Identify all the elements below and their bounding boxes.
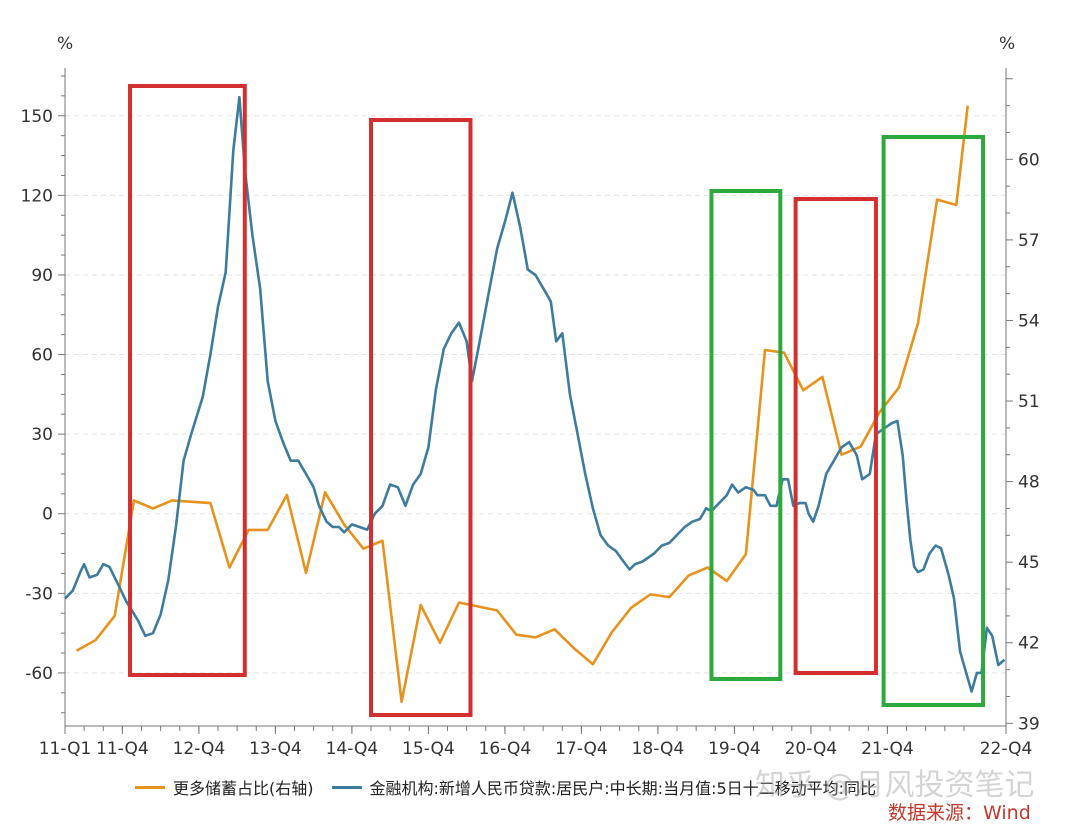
right-axis-unit: %	[999, 34, 1015, 54]
x-tick-label: 14-Q4	[326, 739, 379, 759]
x-tick-label: 16-Q4	[479, 739, 532, 759]
left-tick-label: 30	[31, 425, 53, 445]
series-lines	[64, 95, 1006, 704]
left-tick-label: 120	[21, 186, 53, 206]
watermark: 知乎 @月风投资笔记	[755, 768, 1035, 803]
left-tick-label: 90	[31, 266, 53, 286]
x-tick-label: 13-Q4	[249, 739, 302, 759]
x-tick-label: 11-Q1	[39, 739, 92, 759]
x-tick-label: 17-Q4	[555, 739, 608, 759]
axes: -60 -30 0 30 60 90 120 150 39 42 45 48 51 54 57 60 11-Q1…	[21, 68, 1040, 759]
right-tick-label: 42	[1018, 634, 1040, 654]
legend-item-savings: 更多储蓄占比(右轴)	[135, 775, 314, 799]
highlight-box	[793, 197, 878, 675]
legend-item-loans: 金融机构:新增人民币贷款:居民户:中长期:当月值:5日十二移动平均:同比	[331, 775, 877, 799]
highlight-box	[128, 84, 247, 677]
right-tick-label: 54	[1018, 311, 1040, 331]
legend-swatch-loans	[331, 785, 362, 789]
left-tick-label: 150	[21, 107, 53, 127]
left-tick-label: -60	[25, 664, 53, 684]
legend-label-loans: 金融机构:新增人民币贷款:居民户:中长期:当月值:5日十二移动平均:同比	[369, 779, 877, 798]
legend-label-savings: 更多储蓄占比(右轴)	[173, 779, 314, 798]
right-tick-label: 57	[1018, 231, 1040, 251]
right-tick-label: 51	[1018, 392, 1040, 412]
highlight-box	[369, 118, 473, 717]
x-tick-label: 22-Q4	[980, 739, 1033, 759]
x-tick-label: 19-Q4	[708, 739, 761, 759]
source-note: 数据来源：Wind	[888, 802, 1031, 824]
mortgage-loans-line	[64, 95, 1006, 693]
left-tick-label: 60	[31, 346, 53, 366]
right-tick-label: 60	[1018, 150, 1040, 170]
highlight-box	[709, 189, 783, 681]
x-tick-label: 18-Q4	[632, 739, 685, 759]
x-tick-label: 21-Q4	[861, 739, 914, 759]
legend: 更多储蓄占比(右轴) 金融机构:新增人民币贷款:居民户:中长期:当月值:5日十二…	[135, 774, 894, 800]
legend-swatch-savings	[135, 785, 165, 789]
highlight-box	[881, 135, 986, 707]
right-tick-label: 39	[1018, 714, 1040, 734]
left-tick-label: 0	[42, 505, 53, 525]
x-tick-label: 20-Q4	[785, 739, 838, 759]
right-tick-label: 48	[1018, 473, 1040, 493]
x-tick-label: 15-Q4	[402, 739, 455, 759]
x-tick-label: 12-Q4	[173, 739, 226, 759]
right-tick-label: 45	[1018, 553, 1040, 573]
savings-share-line	[75, 105, 969, 704]
left-tick-label: -30	[25, 584, 53, 604]
x-tick-label: 11-Q4	[96, 739, 149, 759]
left-axis-unit: %	[57, 34, 73, 54]
highlight-boxes	[128, 84, 986, 717]
